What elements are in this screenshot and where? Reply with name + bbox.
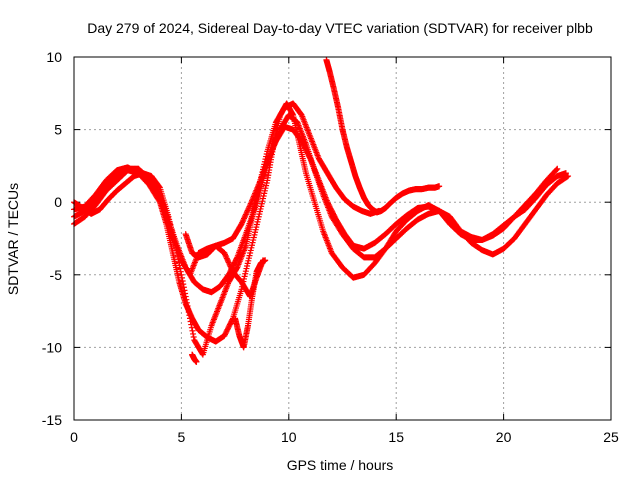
data-point xyxy=(174,250,181,257)
data-point xyxy=(174,253,181,260)
data-point xyxy=(181,287,188,294)
x-tick-label: 5 xyxy=(178,429,186,445)
data-point xyxy=(565,173,572,180)
data-point xyxy=(185,309,192,316)
x-tick-label: 15 xyxy=(388,429,404,445)
data-point xyxy=(306,154,313,161)
data-point xyxy=(182,293,189,300)
series-track-3 xyxy=(71,123,561,278)
x-axis-label: GPS time / hours xyxy=(287,457,394,473)
data-point xyxy=(186,315,193,322)
data-point xyxy=(183,299,190,306)
data-point xyxy=(554,165,561,172)
data-point xyxy=(245,204,252,211)
series-track-1 xyxy=(71,100,569,345)
x-tick-label: 25 xyxy=(603,429,619,445)
y-tick-label: -15 xyxy=(42,412,62,428)
data-point xyxy=(241,214,248,221)
data-point xyxy=(185,306,192,313)
data-point xyxy=(178,271,185,278)
x-tick-label: 20 xyxy=(496,429,512,445)
data-point xyxy=(242,211,249,218)
chart-title: Day 279 of 2024, Sidereal Day-to-day VTE… xyxy=(87,20,593,36)
data-point xyxy=(177,265,184,272)
grid xyxy=(74,57,611,420)
data-points xyxy=(71,56,572,365)
data-point xyxy=(175,259,182,266)
data-point xyxy=(179,274,186,281)
axis-ticks xyxy=(73,56,612,421)
x-tick-label: 0 xyxy=(70,429,78,445)
data-point xyxy=(189,327,196,334)
y-tick-label: -5 xyxy=(50,267,63,283)
data-point xyxy=(553,166,560,173)
data-point xyxy=(238,220,245,227)
data-point xyxy=(243,210,250,217)
data-point xyxy=(240,216,247,223)
data-point xyxy=(176,262,183,269)
y-tick-label: 10 xyxy=(46,49,62,65)
series-track-2 xyxy=(71,112,572,296)
data-point xyxy=(177,268,184,275)
series-track-8 xyxy=(189,351,200,365)
data-point xyxy=(186,312,193,319)
series-track-4 xyxy=(71,100,383,358)
data-point xyxy=(244,207,251,214)
data-point xyxy=(245,206,252,213)
data-point xyxy=(246,203,253,210)
data-point xyxy=(180,284,187,291)
y-tick-label: -10 xyxy=(42,339,62,355)
y-tick-label: 5 xyxy=(54,122,62,138)
data-point xyxy=(244,208,251,215)
data-point xyxy=(182,290,189,297)
data-point xyxy=(190,334,197,341)
x-tick-label: 10 xyxy=(281,429,297,445)
data-point xyxy=(187,318,194,325)
data-point xyxy=(190,330,197,337)
y-tick-label: 0 xyxy=(54,194,62,210)
data-point xyxy=(240,215,247,222)
data-point xyxy=(184,302,191,309)
data-point xyxy=(199,350,206,357)
data-point xyxy=(239,218,246,225)
data-point xyxy=(175,256,182,263)
data-point xyxy=(183,296,190,303)
y-axis-label: SDTVAR / TECUs xyxy=(5,183,21,295)
data-point xyxy=(242,212,249,219)
data-point xyxy=(188,321,195,328)
data-point xyxy=(180,281,187,288)
data-point xyxy=(188,324,195,331)
data-point xyxy=(179,278,186,285)
data-point xyxy=(156,183,163,190)
plot-frame xyxy=(73,56,612,421)
data-point xyxy=(239,219,246,226)
